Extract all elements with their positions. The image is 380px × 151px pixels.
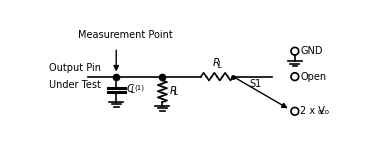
Text: (1): (1) [134,85,144,91]
Text: L: L [218,61,222,70]
Text: 2 x V: 2 x V [300,106,325,116]
Text: GND: GND [300,46,323,56]
Text: R: R [213,58,220,68]
Text: Under Test: Under Test [49,80,101,90]
Text: L: L [174,88,178,97]
Text: L: L [131,86,136,95]
Text: R: R [169,85,177,95]
Text: S1: S1 [249,79,262,89]
Text: Open: Open [300,72,326,82]
Text: C: C [127,84,134,94]
Text: Output Pin: Output Pin [49,63,101,73]
Text: Measurement Point: Measurement Point [78,31,173,40]
Text: cco: cco [318,109,330,116]
